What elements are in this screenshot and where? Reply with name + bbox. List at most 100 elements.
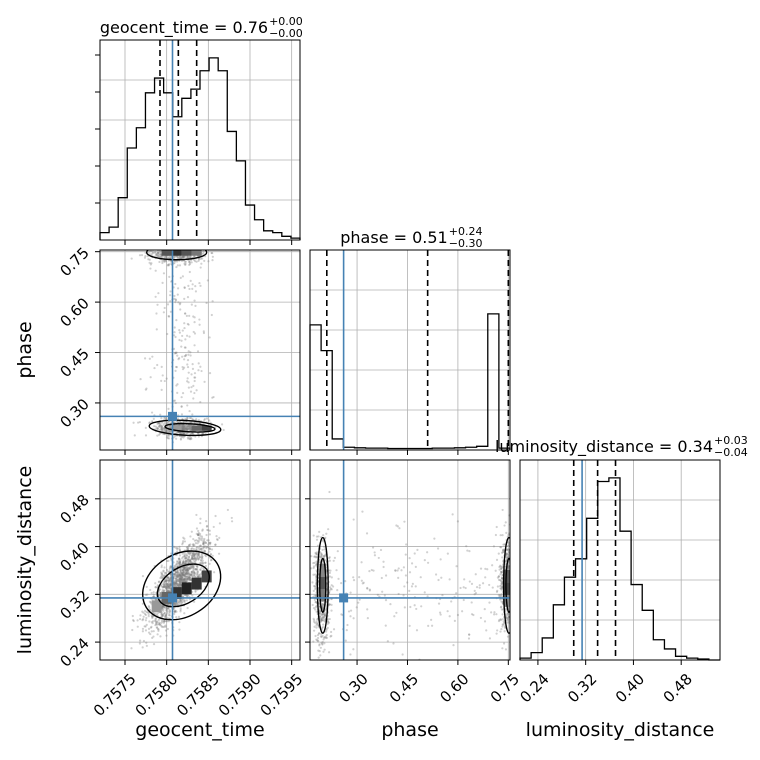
scatter-point	[324, 553, 327, 556]
scatter-point	[512, 577, 514, 579]
scatter-point	[326, 620, 330, 623]
scatter-point	[397, 567, 400, 570]
scatter-point	[164, 255, 167, 258]
scatter-point	[196, 534, 200, 537]
scatter-point	[130, 257, 133, 260]
scatter-point	[188, 437, 191, 440]
scatter-point	[168, 583, 171, 586]
scatter-point	[317, 656, 320, 659]
scatter-point	[143, 612, 147, 616]
scatter-point	[402, 594, 405, 597]
scatter-point	[160, 585, 163, 588]
scatter-point	[190, 416, 193, 420]
scatter-point	[506, 555, 510, 558]
scatter-point	[501, 577, 504, 580]
scatter-point	[138, 254, 142, 257]
scatter-point	[179, 584, 182, 587]
scatter-point	[169, 577, 172, 580]
scatter-point	[159, 413, 162, 416]
scatter-point	[514, 609, 516, 611]
scatter-point	[138, 421, 141, 424]
scatter-point	[168, 610, 171, 613]
scatter-point	[166, 264, 169, 267]
scatter-point	[193, 344, 196, 347]
scatter-point	[163, 585, 166, 588]
scatter-point	[178, 628, 181, 631]
scatter-point	[185, 554, 188, 558]
scatter-point	[178, 583, 181, 586]
scatter-point	[441, 593, 444, 597]
scatter-point	[178, 582, 181, 586]
scatter-point	[148, 600, 152, 603]
panel-frame-2-1	[309, 459, 511, 661]
scatter-point	[143, 625, 146, 628]
scatter-point	[501, 613, 504, 616]
scatter-point	[318, 649, 321, 653]
density-bin	[191, 250, 202, 256]
scatter-point	[174, 369, 177, 372]
scatter-point	[513, 613, 515, 615]
scatter-point	[190, 566, 193, 569]
scatter-point	[162, 621, 165, 624]
scatter-point	[186, 245, 188, 247]
scatter-point	[163, 422, 166, 425]
scatter-point	[194, 560, 197, 563]
scatter-point	[174, 582, 177, 585]
scatter-point	[323, 614, 327, 617]
scatter-point	[187, 244, 189, 246]
scatter-point	[420, 605, 423, 608]
scatter-point	[149, 626, 153, 629]
scatter-point	[506, 619, 509, 622]
scatter-point	[168, 582, 172, 585]
scatter-point	[153, 366, 156, 370]
scatter-point	[180, 578, 184, 582]
scatter-point	[189, 427, 193, 430]
scatter-point	[188, 559, 191, 562]
scatter-point	[207, 529, 210, 532]
scatter-point	[164, 614, 167, 617]
scatter-point	[186, 255, 189, 259]
scatter-point	[328, 575, 332, 578]
scatter-point	[502, 623, 505, 626]
scatter-point	[180, 576, 183, 579]
scatter-point	[175, 578, 179, 581]
scatter-point	[183, 286, 186, 289]
scatter-point	[211, 396, 214, 399]
scatter-point	[173, 572, 177, 576]
scatter-point	[193, 553, 196, 556]
scatter-point	[514, 610, 516, 612]
scatter-point	[504, 521, 507, 524]
scatter-point	[161, 625, 164, 629]
scatter-point	[185, 334, 189, 337]
scatter-point	[176, 579, 179, 582]
scatter-point	[179, 575, 183, 578]
scatter-point	[184, 577, 187, 581]
scatter-point	[182, 256, 185, 259]
scatter-point	[325, 636, 329, 639]
scatter-point	[190, 373, 193, 376]
scatter-point	[320, 552, 323, 555]
scatter-point	[179, 574, 182, 577]
scatter-point	[166, 583, 169, 586]
truth-marker	[168, 593, 177, 603]
scatter-point	[178, 579, 181, 582]
scatter-point	[197, 432, 200, 435]
scatter-point	[328, 490, 331, 494]
scatter-point	[321, 643, 324, 646]
scatter-point	[160, 428, 163, 431]
scatter-point	[199, 573, 202, 576]
scatter-point	[183, 577, 186, 580]
scatter-point	[169, 603, 172, 606]
scatter-point	[201, 537, 204, 540]
scatter-point	[181, 427, 185, 430]
scatter-point	[152, 593, 155, 596]
scatter-point	[182, 569, 185, 572]
scatter-point	[316, 622, 319, 625]
scatter-point	[394, 569, 397, 572]
scatter-point	[159, 592, 162, 595]
scatter-point	[500, 600, 503, 603]
scatter-point	[164, 430, 167, 433]
scatter-point	[151, 247, 153, 249]
scatter-point	[511, 521, 513, 523]
scatter-point	[502, 548, 505, 551]
